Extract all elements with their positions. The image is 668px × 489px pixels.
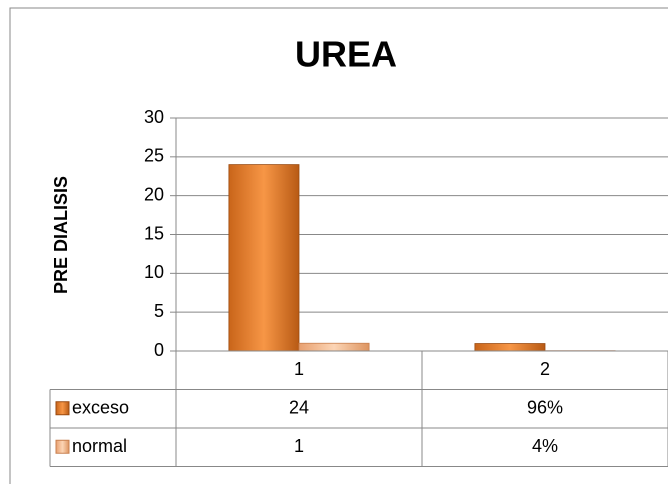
- y-axis-label: PRE DIALISIS: [51, 176, 71, 294]
- y-tick-label: 25: [144, 146, 164, 166]
- y-tick-label: 15: [144, 223, 164, 243]
- x-tick-label: 2: [540, 359, 550, 379]
- x-tick-label: 1: [294, 359, 304, 379]
- legend-label: normal: [72, 436, 127, 456]
- chart-title: UREA: [295, 34, 397, 75]
- legend-swatch: [56, 402, 69, 415]
- y-tick-label: 5: [154, 301, 164, 321]
- bar: [475, 344, 545, 351]
- data-label: 96%: [527, 398, 563, 418]
- y-tick-label: 0: [154, 340, 164, 360]
- legend-label: exceso: [72, 398, 129, 418]
- legend-swatch: [56, 440, 69, 453]
- bar: [229, 165, 299, 351]
- bar: [299, 343, 369, 351]
- data-label: 4%: [532, 436, 558, 456]
- data-label: 1: [294, 436, 304, 456]
- data-label: 24: [289, 398, 309, 418]
- y-tick-label: 10: [144, 262, 164, 282]
- y-tick-label: 20: [144, 184, 164, 204]
- y-tick-label: 30: [144, 107, 164, 127]
